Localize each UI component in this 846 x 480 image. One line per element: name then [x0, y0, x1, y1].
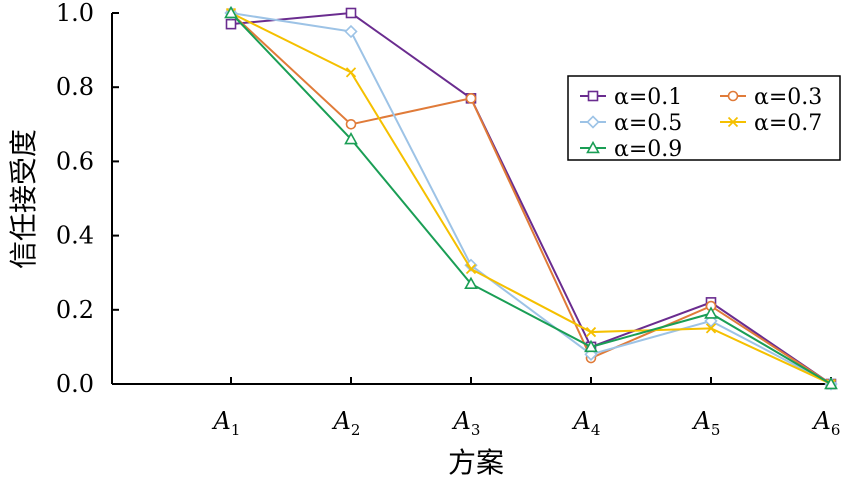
x-tick-label-main: A: [692, 407, 711, 435]
x-tick-label-subscript: 6: [831, 421, 841, 439]
x-tick-label-subscript: 2: [351, 421, 361, 439]
x-tick-label: A5: [692, 407, 721, 439]
data-point: [345, 7, 357, 19]
data-point: [585, 326, 597, 338]
legend-marker: [727, 90, 739, 102]
data-point: [344, 24, 358, 39]
x-tick-label-main: A: [212, 407, 231, 435]
data-point: [345, 67, 357, 78]
x-axis-ticks: A1 A2 A3 A4 A5 A6: [212, 377, 841, 439]
x-tick-label-main: A: [332, 407, 351, 435]
x-axis-label: 方案: [448, 446, 504, 479]
legend-marker: [586, 115, 600, 129]
legend-label: α=0.9: [614, 137, 682, 162]
legend-item: α=0.3: [720, 85, 822, 110]
legend: α=0.1 α=0.3 α=0.5 α=0.7 α=0.9: [567, 75, 841, 162]
series-4: [225, 7, 837, 390]
data-point: [704, 306, 718, 319]
x-tick-label-subscript: 1: [231, 421, 241, 439]
series-2: [225, 7, 837, 390]
legend-item: α=0.5: [580, 111, 682, 136]
series-layer: [224, 5, 838, 391]
axes: [111, 13, 830, 385]
y-tick-label: 0.8: [56, 73, 94, 101]
y-axis-label: 信任接受度: [7, 129, 40, 269]
marker-stroke: [727, 116, 739, 128]
x-tick-label: A1: [212, 407, 241, 439]
data-point: [464, 276, 478, 290]
legend-box: [567, 75, 841, 161]
y-tick-label: 0.4: [56, 222, 94, 250]
data-point: [584, 339, 598, 353]
legend-label: α=0.5: [614, 111, 682, 136]
marker-stroke: [585, 326, 597, 338]
x-tick-label: A2: [332, 407, 361, 439]
y-tick-label: 0.6: [56, 147, 94, 175]
marker-stroke: [705, 323, 717, 334]
legend-marker: [727, 116, 739, 128]
x-tick-label-subscript: 5: [711, 421, 721, 439]
x-tick-label-main: A: [572, 407, 591, 435]
series-line: [230, 12, 832, 385]
legend-marker: [587, 90, 599, 102]
data-point: [465, 263, 477, 275]
data-point: [225, 18, 237, 30]
series-3: [224, 6, 838, 391]
y-tick-label: 0.0: [56, 370, 94, 398]
series-1: [225, 7, 837, 390]
marker-stroke: [345, 67, 357, 78]
legend-item: α=0.1: [580, 85, 682, 110]
x-tick-label-main: A: [812, 407, 831, 435]
data-point: [344, 131, 358, 145]
data-point: [465, 93, 477, 104]
data-point: [224, 5, 238, 19]
series-line: [230, 12, 832, 385]
y-axis-ticks: 0.0 0.2 0.4 0.6 0.8 1.0: [56, 0, 119, 398]
legend-item: α=0.7: [720, 111, 822, 136]
legend-label: α=0.7: [754, 111, 822, 136]
x-tick-label: A4: [572, 407, 601, 439]
series-line: [230, 11, 832, 385]
x-tick-label: A3: [452, 407, 481, 439]
series-5: [224, 5, 838, 390]
y-tick-label: 0.2: [56, 296, 94, 324]
x-tick-label-subscript: 4: [591, 421, 601, 439]
x-tick-label: A6: [812, 407, 841, 439]
series-line: [230, 12, 832, 385]
data-point: [705, 323, 717, 334]
legend-label: α=0.1: [614, 85, 682, 110]
x-tick-label-main: A: [452, 407, 471, 435]
series-line: [230, 12, 832, 385]
x-tick-label-subscript: 3: [471, 421, 481, 439]
marker-stroke: [465, 263, 477, 275]
y-tick-label: 1.0: [56, 0, 94, 27]
data-point: [345, 119, 357, 130]
legend-label: α=0.3: [754, 85, 822, 110]
data-point: [824, 376, 838, 390]
legend-item: α=0.9: [580, 137, 682, 162]
legend-marker: [586, 140, 600, 154]
